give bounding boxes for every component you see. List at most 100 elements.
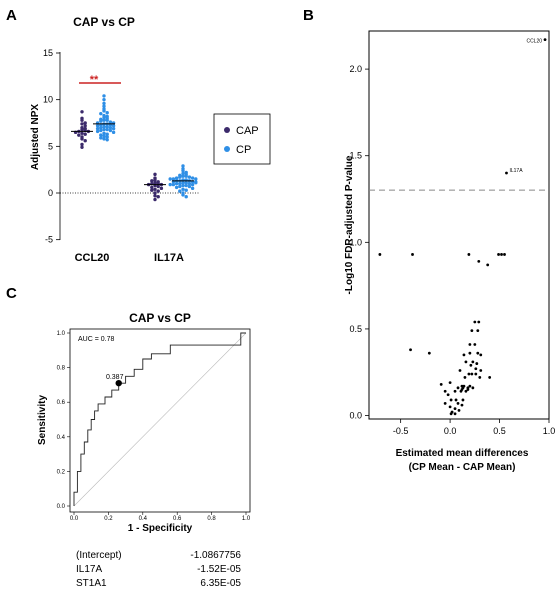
data-point-cp [178, 181, 182, 186]
data-point-cp [99, 119, 103, 123]
data-point-cp [184, 188, 188, 192]
data-point-cp [111, 126, 116, 131]
legend-label-cp: CP [236, 144, 251, 156]
y-tick-label: 0 [48, 188, 53, 198]
volcano-point [427, 351, 431, 355]
volcano-point [460, 403, 464, 407]
data-point-cp [102, 131, 106, 135]
volcano-point [477, 259, 481, 263]
data-point-cap [153, 181, 157, 185]
data-point-cap [153, 187, 157, 191]
panel-b-x-axis-label: Estimated mean differences [396, 448, 529, 459]
volcano-point [500, 253, 503, 256]
volcano-point [471, 360, 475, 364]
data-point-cp [102, 137, 106, 141]
volcano-point [453, 412, 457, 416]
panel-b-plot-frame [368, 30, 550, 420]
y-tick-label: 10 [43, 95, 53, 105]
data-point-cp [178, 189, 182, 193]
volcano-point [467, 253, 471, 256]
legend-box [213, 113, 271, 165]
y-tick-label: 15 [43, 48, 53, 58]
data-point-cp [99, 136, 103, 140]
x-tick-label: 0.6 [173, 516, 182, 522]
data-point-cap [150, 188, 154, 192]
panel-a-y-axis-label: Adjusted NPX [30, 104, 41, 170]
volcano-point [463, 376, 467, 379]
volcano-point [466, 388, 470, 391]
volcano-point [468, 384, 472, 388]
volcano-point [453, 389, 457, 393]
y-tick-label: 0.8 [57, 366, 66, 372]
data-point-cp [105, 111, 109, 115]
data-point-cp [102, 115, 106, 120]
y-tick-label: 0.0 [349, 411, 362, 421]
data-point-cap [80, 118, 84, 122]
panel-c-y-axis-label: Sensitivity [37, 395, 48, 445]
volcano-point [505, 171, 508, 175]
panel-c-plot-frame [69, 328, 251, 513]
data-point-cp [111, 130, 116, 135]
legend-marker-cap [224, 127, 230, 133]
volcano-point [474, 372, 478, 376]
y-tick-label: 2.0 [349, 64, 362, 74]
coef-name-intercept: (Intercept) [76, 550, 122, 561]
data-point-cap [150, 179, 154, 183]
y-tick-label: 0.6 [57, 400, 66, 406]
y-tick-label: -5 [45, 235, 53, 245]
data-point-cap [156, 184, 160, 189]
data-point-cp [102, 104, 106, 108]
data-point-cp [102, 109, 106, 113]
annotation-ccl20: CCL20 [526, 39, 542, 45]
x-tick-label: 0.8 [207, 516, 216, 522]
data-point-cp [171, 177, 176, 181]
volcano-point [464, 360, 468, 364]
data-point-cp [168, 182, 172, 187]
data-point-cp [102, 118, 106, 122]
data-point-cp [102, 127, 106, 132]
data-point-cp [95, 126, 100, 131]
panel-a-points [71, 94, 198, 202]
y-tick-label: 1.0 [349, 237, 362, 247]
volcano-point [457, 408, 461, 412]
data-point-cap [80, 131, 84, 135]
data-point-cap [153, 172, 157, 177]
data-point-cap [156, 189, 160, 193]
volcano-point [475, 362, 479, 365]
volcano-point [476, 329, 480, 333]
volcano-point [443, 389, 447, 393]
x-tick-label: -0.5 [393, 426, 409, 436]
volcano-point [446, 393, 450, 397]
volcano-point [461, 398, 465, 402]
data-point-cap [159, 186, 164, 191]
y-tick-label: 0.4 [57, 435, 66, 441]
volcano-point [443, 402, 447, 405]
volcano-point [456, 402, 460, 405]
volcano-point [469, 363, 473, 367]
volcano-point [470, 329, 474, 333]
volcano-point [468, 343, 472, 346]
data-point-cp [184, 181, 188, 185]
panel-b-y-axis-label: -Log10 FDR-adjusted P-value [344, 155, 355, 294]
coef-value-st1a1: 6.35E-05 [200, 578, 241, 589]
data-point-cp [174, 176, 179, 180]
data-point-cp [102, 134, 106, 138]
y-tick-label: 0.2 [57, 469, 66, 475]
volcano-point [543, 38, 547, 42]
data-point-cap [83, 132, 87, 136]
data-point-cp [102, 101, 106, 106]
volcano-point [474, 367, 478, 371]
volcano-point [486, 263, 490, 267]
y-tick-label: 0.0 [57, 504, 66, 510]
category-label-il17a: IL17A [154, 252, 184, 264]
data-point-cp [178, 184, 182, 189]
data-point-cap [150, 185, 154, 190]
panel-b-x-axis-label-2: (CP Mean - CAP Mean) [409, 462, 516, 473]
data-point-cap [80, 122, 84, 126]
data-point-cp [105, 125, 109, 129]
data-point-cp [181, 187, 185, 191]
data-point-cp [174, 181, 179, 186]
data-point-cap [153, 194, 157, 198]
panel-c-title: CAP vs CP [129, 311, 191, 325]
data-point-cap [83, 139, 87, 143]
